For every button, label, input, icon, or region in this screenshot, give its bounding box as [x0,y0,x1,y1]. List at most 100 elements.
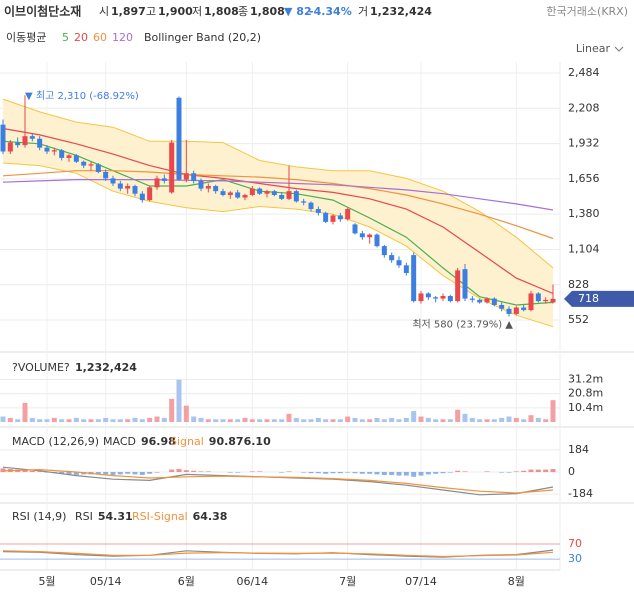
y-tick-label: 184 [568,443,589,456]
volume-bar [279,419,285,422]
volume-bar [433,419,439,422]
candle-body [337,215,343,220]
candle-body [81,161,87,166]
volume-bar [286,413,292,422]
macd-histogram-bar [169,469,175,472]
volume-bar [425,417,431,422]
macd-histogram-bar [73,471,79,475]
macd-histogram-bar [227,471,233,473]
y-tick-label: 70 [568,537,582,550]
candle-body [499,304,505,309]
macd-histogram-bar [484,471,490,472]
legend-value: 54.31 [98,510,133,523]
volume-bar [308,419,314,422]
header: 이브이첨단소재 시 1,897 고 1,900 저 1,808 종 1,808 … [4,4,628,56]
bollinger-upper [2,98,554,269]
volume-bar [264,419,270,422]
volume-bar [374,417,380,422]
macd-histogram-bar [396,471,402,476]
candle-body [381,246,387,256]
candle-body [286,191,292,199]
volume-bar [242,417,248,422]
ma-label: 이동평균 [6,31,46,44]
macd-histogram-bar [345,471,351,473]
macd-histogram-bar [374,471,380,475]
volume-bar [183,405,189,422]
candle-body [205,186,211,189]
volume-bar [139,419,145,422]
macd-histogram-bar [257,471,263,472]
volume-bar [337,419,343,422]
candle-body [88,164,94,166]
macd-histogram-bar [249,471,255,472]
candle-body [330,215,336,222]
candle-body [7,142,13,152]
legend-entry: RSI [75,510,93,523]
macd-histogram-bar [418,471,424,476]
macd-histogram-bar [103,471,109,475]
volume-bar [147,417,153,422]
label: 저 [192,5,202,18]
stock-name: 이브이첨단소재 [4,4,81,19]
volume-bar [330,419,336,422]
candle-body [139,193,145,201]
candle-body [396,260,402,266]
volume-bar [411,411,417,422]
scale-button[interactable]: Linear [576,42,611,55]
volume-bar [198,417,204,422]
volume-bar [418,416,424,422]
indicator-line [2,468,554,494]
y-tick-label: 20.8m [568,387,603,400]
volume-bar [543,419,549,422]
dropdown-icon [614,46,624,52]
legend-value: 90.876.10 [209,435,271,448]
macd-histogram-bar [550,468,556,472]
candle-body [440,296,446,299]
macd-histogram-bar [176,468,182,472]
macd-histogram-bar [440,471,446,474]
y-tick-label: 1,104 [568,242,600,255]
candle-body [242,194,248,198]
volume-bar [293,417,299,422]
legend-entry: 60 [93,31,107,44]
volume-bar [161,417,167,422]
candle-body [345,209,351,220]
macd-histogram-bar [411,471,417,477]
candle-body [433,297,439,299]
macd-histogram-bar [513,471,519,472]
candle-body [73,155,79,162]
macd-histogram-bar [389,471,395,475]
volume-bar [528,415,534,422]
legend-entry: 20 [74,31,88,44]
macd-histogram-bar [308,471,314,474]
volume-bar [95,419,101,422]
macd-histogram-bar [528,469,534,472]
ma-line [2,140,554,306]
volume-bar [66,419,72,422]
ma-line [2,127,554,295]
legend-value: 96.98 [141,435,176,448]
macd-histogram-bar [403,471,409,476]
candle-body [308,202,314,210]
y-tick-label: 2,484 [568,66,600,79]
volume-bar [125,419,131,422]
candle-body [359,233,365,238]
candle-body [506,308,512,314]
x-tick-label: 7월 [339,575,356,588]
bollinger-fill [3,99,553,327]
candle-body [132,186,138,194]
candle-body [198,180,204,189]
macd-histogram-bar [132,471,138,475]
macd-histogram-bar [323,471,329,474]
volume-bar [455,409,461,422]
volume-bar [462,413,468,422]
macd-histogram-bar [301,471,307,473]
volume-bar [359,419,365,422]
volume-bar [323,419,329,422]
candle-body [117,183,123,189]
price-badge [564,290,634,307]
candle-body [227,192,233,195]
volume-bar [227,419,233,422]
candle-body [447,296,453,302]
value: 1,897 [111,5,146,18]
